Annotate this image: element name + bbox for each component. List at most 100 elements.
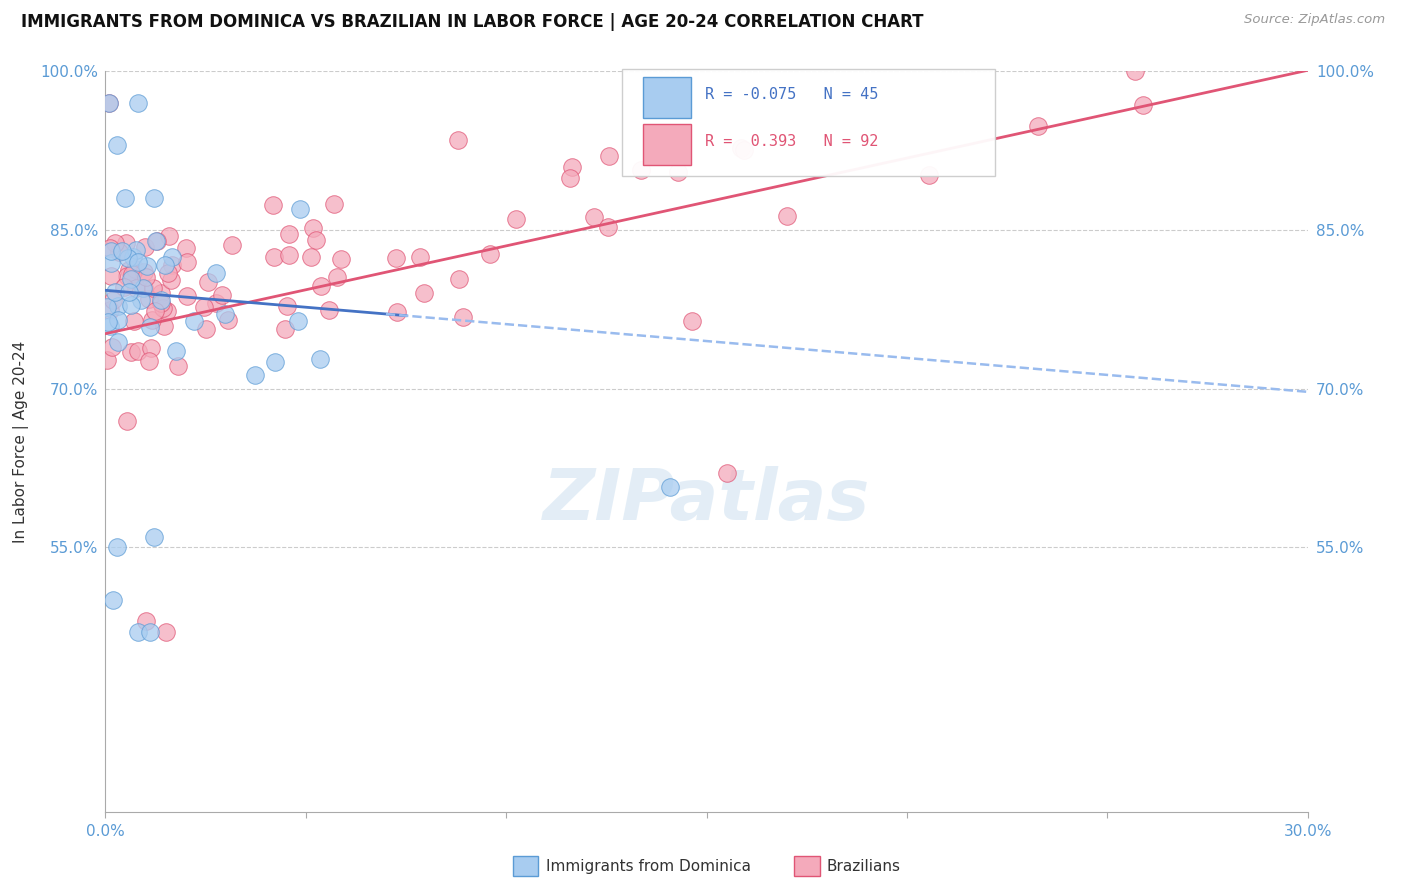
Point (114, 191, 136, 205)
Point (124, 261, 146, 276)
Point (596, 220, 619, 235)
Point (103, 593, 125, 607)
Point (211, 288, 233, 302)
Point (115, 235, 138, 250)
Point (143, 303, 166, 318)
Point (156, 266, 179, 280)
Point (100, 256, 122, 270)
Bar (643, 124, 690, 165)
Point (308, 352, 330, 367)
Point (145, 234, 167, 248)
Point (598, 149, 620, 163)
Point (478, 247, 501, 261)
Point (162, 258, 184, 272)
Point (1026, 119, 1049, 133)
Text: R =  0.393   N = 92: R = 0.393 N = 92 (706, 135, 879, 150)
Point (176, 255, 198, 269)
Point (730, 141, 752, 155)
Point (193, 300, 215, 314)
Point (135, 270, 157, 285)
Point (165, 344, 187, 359)
Point (117, 414, 139, 428)
Point (1123, 64, 1146, 78)
Point (408, 250, 430, 264)
Point (104, 235, 127, 250)
Point (122, 250, 145, 264)
Point (149, 286, 172, 301)
Point (138, 624, 160, 639)
Point (107, 138, 129, 153)
Point (117, 251, 139, 265)
Point (155, 624, 177, 639)
Point (176, 241, 198, 255)
Text: R = -0.075   N = 45: R = -0.075 N = 45 (706, 87, 879, 103)
Point (505, 211, 527, 226)
Bar (643, 77, 690, 118)
Point (666, 165, 689, 179)
Point (159, 273, 181, 287)
Point (221, 238, 243, 252)
Point (558, 171, 581, 186)
Point (214, 307, 236, 321)
Point (166, 359, 188, 373)
Point (100, 340, 122, 354)
Point (451, 310, 474, 325)
Point (100, 268, 122, 283)
Point (183, 314, 205, 328)
Point (278, 248, 301, 262)
Point (287, 314, 309, 328)
Point (118, 285, 141, 299)
Point (583, 210, 606, 224)
Point (245, 368, 267, 382)
Point (115, 268, 138, 283)
Point (776, 209, 799, 223)
Point (262, 198, 284, 212)
Point (195, 322, 218, 336)
Point (290, 202, 312, 217)
Point (447, 133, 470, 147)
Point (630, 163, 652, 178)
Point (155, 304, 177, 318)
Point (1132, 98, 1154, 112)
Point (152, 319, 174, 334)
Point (302, 220, 325, 235)
Point (197, 275, 219, 289)
Point (162, 250, 184, 264)
Point (96, 300, 118, 314)
Point (139, 320, 162, 334)
Text: IMMIGRANTS FROM DOMINICA VS BRAZILIAN IN LABOR FORCE | AGE 20-24 CORRELATION CHA: IMMIGRANTS FROM DOMINICA VS BRAZILIAN IN… (21, 13, 924, 31)
Point (134, 240, 156, 254)
Point (132, 281, 155, 295)
Point (120, 271, 142, 285)
Point (107, 334, 129, 349)
Point (152, 301, 174, 315)
Point (276, 299, 298, 313)
Point (659, 480, 682, 494)
Point (98, 96, 121, 111)
Point (309, 279, 332, 293)
Point (107, 245, 129, 260)
Point (146, 234, 169, 248)
Y-axis label: In Labor Force | Age 20-24: In Labor Force | Age 20-24 (14, 341, 30, 542)
Point (326, 269, 349, 284)
Point (124, 281, 146, 295)
Point (107, 299, 129, 313)
Point (561, 160, 583, 174)
Text: Immigrants from Dominica: Immigrants from Dominica (546, 859, 751, 873)
Point (413, 286, 436, 301)
Point (176, 289, 198, 303)
FancyBboxPatch shape (623, 70, 995, 177)
Point (141, 313, 163, 327)
Point (111, 244, 134, 259)
Point (138, 354, 160, 368)
Point (97, 315, 120, 329)
Point (330, 252, 353, 267)
Text: ZIPatlas: ZIPatlas (543, 467, 870, 535)
Point (447, 272, 470, 286)
Text: Brazilians: Brazilians (827, 859, 901, 873)
Point (157, 228, 180, 243)
Point (127, 255, 149, 269)
Point (263, 250, 285, 264)
Point (318, 303, 340, 318)
Point (120, 344, 142, 359)
